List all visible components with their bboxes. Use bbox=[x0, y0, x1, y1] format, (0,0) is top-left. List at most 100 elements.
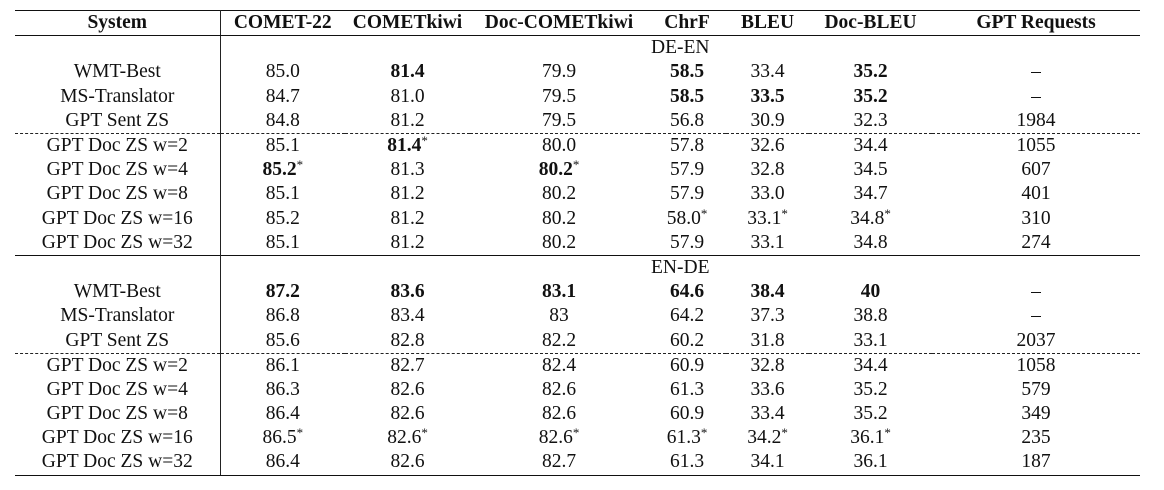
score-cell: 81.0 bbox=[345, 85, 470, 109]
score-value: – bbox=[1031, 281, 1041, 303]
score-value: 187 bbox=[1021, 451, 1051, 473]
score-cell: 83.6 bbox=[345, 280, 470, 304]
score-value: 34.8 bbox=[853, 231, 888, 253]
score-value: 81.4 bbox=[390, 61, 425, 83]
header-row: System COMET-22 COMETkiwi Doc-COMETkiwi … bbox=[15, 9, 1140, 37]
score-value: 64.2 bbox=[669, 305, 705, 327]
score-cell: 61.3 bbox=[648, 378, 726, 402]
score-cell: 57.8 bbox=[648, 132, 726, 159]
score-cell: 57.9 bbox=[648, 182, 726, 206]
score-value: 34.5 bbox=[853, 159, 888, 181]
score-cell: 80.0 bbox=[470, 132, 648, 159]
table-row: WMT-Best 87.2 83.6 83.1 64.6 38.4 40 – bbox=[15, 280, 1140, 305]
significance-marker: * bbox=[700, 205, 708, 221]
score-value: 84.7 bbox=[265, 85, 300, 107]
score-value: 86.8 bbox=[265, 305, 300, 327]
score-value: 61.3 bbox=[666, 427, 701, 449]
score-value: 81.2 bbox=[390, 183, 425, 205]
score-cell: 35.2 bbox=[809, 85, 932, 109]
score-value: 80.2 bbox=[541, 231, 577, 253]
score-cell: 81.2 bbox=[345, 207, 470, 231]
score-value: 274 bbox=[1021, 231, 1051, 253]
score-cell: 79.9 bbox=[470, 60, 648, 84]
score-value: 86.4 bbox=[265, 403, 300, 425]
score-cell: 79.5 bbox=[470, 109, 648, 134]
score-cell: 82.6* bbox=[345, 426, 470, 450]
score-value: 87.2 bbox=[265, 281, 300, 303]
score-value: 32.6 bbox=[750, 135, 785, 157]
score-value: 30.9 bbox=[750, 109, 785, 131]
score-value: 80.2 bbox=[538, 159, 573, 181]
system-name-cell: GPT Doc ZS w=2 bbox=[15, 132, 221, 159]
table-row: GPT Doc ZS w=16 85.2 81.2 80.2 58.0* 33.1* 34.… bbox=[15, 205, 1140, 231]
significance-marker: * bbox=[884, 205, 891, 221]
score-cell: 80.2 bbox=[470, 207, 648, 231]
system-name-cell: GPT Doc ZS w=8 bbox=[15, 182, 221, 207]
score-cell: 33.1 bbox=[726, 231, 809, 256]
score-cell: 34.2* bbox=[726, 426, 809, 450]
score-value: 86.5 bbox=[262, 427, 297, 449]
score-value: 35.2 bbox=[853, 61, 888, 83]
table-row: MS-Translator 84.7 81.0 79.5 58.5 33.5 35.2 – bbox=[15, 84, 1140, 109]
score-value: 579 bbox=[1021, 378, 1051, 400]
column-header-chrf: ChrF bbox=[648, 9, 726, 37]
score-cell: 82.6 bbox=[470, 402, 648, 426]
score-cell: – bbox=[932, 60, 1140, 84]
score-cell: 81.2 bbox=[345, 231, 470, 256]
system-name-cell: WMT-Best bbox=[15, 280, 221, 305]
score-cell: 60.9 bbox=[648, 402, 726, 426]
score-value: 58.0 bbox=[666, 207, 701, 229]
score-cell: 80.2 bbox=[470, 231, 648, 256]
score-cell: 607 bbox=[932, 158, 1140, 182]
score-value: 401 bbox=[1021, 183, 1051, 205]
score-cell: 83.1 bbox=[470, 280, 648, 304]
results-table-container: System COMET-22 COMETkiwi Doc-COMETkiwi … bbox=[15, 9, 1140, 476]
score-cell: 34.7 bbox=[809, 182, 932, 206]
score-cell: 81.4 bbox=[345, 60, 470, 84]
score-cell: 86.3 bbox=[220, 378, 345, 402]
system-name-cell: GPT Doc ZS w=4 bbox=[15, 377, 221, 402]
score-cell: 579 bbox=[932, 378, 1140, 402]
table-row: GPT Doc ZS w=2 85.1 81.4* 80.0 57.8 32.6 34.4 1… bbox=[15, 132, 1140, 159]
score-cell: 82.6 bbox=[345, 378, 470, 402]
score-cell: 82.6 bbox=[470, 378, 648, 402]
score-value: 58.5 bbox=[669, 61, 705, 83]
score-cell: 34.4 bbox=[809, 132, 932, 159]
score-cell: 32.3 bbox=[809, 109, 932, 134]
score-value: 2037 bbox=[1016, 329, 1056, 351]
score-cell: 80.2* bbox=[470, 158, 648, 182]
table-row: GPT Doc ZS w=2 86.1 82.7 82.4 60.9 32.8 34.4 10… bbox=[15, 352, 1140, 378]
score-value: 235 bbox=[1021, 427, 1051, 449]
score-value: 34.1 bbox=[750, 451, 785, 473]
score-cell: 33.4 bbox=[726, 402, 809, 426]
score-value: 40 bbox=[860, 281, 881, 303]
score-cell: 33.4 bbox=[726, 60, 809, 84]
column-header-gpt-requests: GPT Requests bbox=[932, 9, 1140, 37]
score-value: 60.2 bbox=[669, 329, 705, 351]
significance-marker: * bbox=[700, 425, 708, 441]
score-value: 80.2 bbox=[541, 183, 577, 205]
system-name-cell: GPT Sent ZS bbox=[15, 328, 221, 354]
score-cell: 58.5 bbox=[648, 60, 726, 84]
score-value: 1984 bbox=[1016, 109, 1056, 131]
score-cell: 61.3* bbox=[648, 426, 726, 450]
score-cell: 82.7 bbox=[470, 450, 648, 476]
score-value: 80.2 bbox=[541, 207, 577, 229]
score-cell: 57.9 bbox=[648, 158, 726, 182]
score-value: 82.6 bbox=[541, 403, 577, 425]
score-value: 79.9 bbox=[541, 61, 577, 83]
significance-marker: * bbox=[572, 157, 580, 173]
score-value: 33.5 bbox=[750, 85, 785, 107]
score-value: 85.0 bbox=[265, 61, 300, 83]
score-cell: 85.6 bbox=[220, 328, 345, 353]
score-cell: 61.3 bbox=[648, 450, 726, 476]
score-cell: 35.2 bbox=[809, 378, 932, 402]
score-cell: 87.2 bbox=[220, 280, 345, 304]
score-cell: 349 bbox=[932, 402, 1140, 426]
table-row: GPT Sent ZS 84.8 81.2 79.5 56.8 30.9 32.3 1984 bbox=[15, 108, 1140, 134]
score-cell: 86.4 bbox=[220, 402, 345, 426]
section-system-spacer bbox=[15, 35, 221, 61]
column-header-doc-cometkiwi: Doc-COMETkiwi bbox=[470, 9, 648, 37]
score-value: 81.2 bbox=[390, 207, 425, 229]
score-value: 84.8 bbox=[265, 109, 300, 131]
